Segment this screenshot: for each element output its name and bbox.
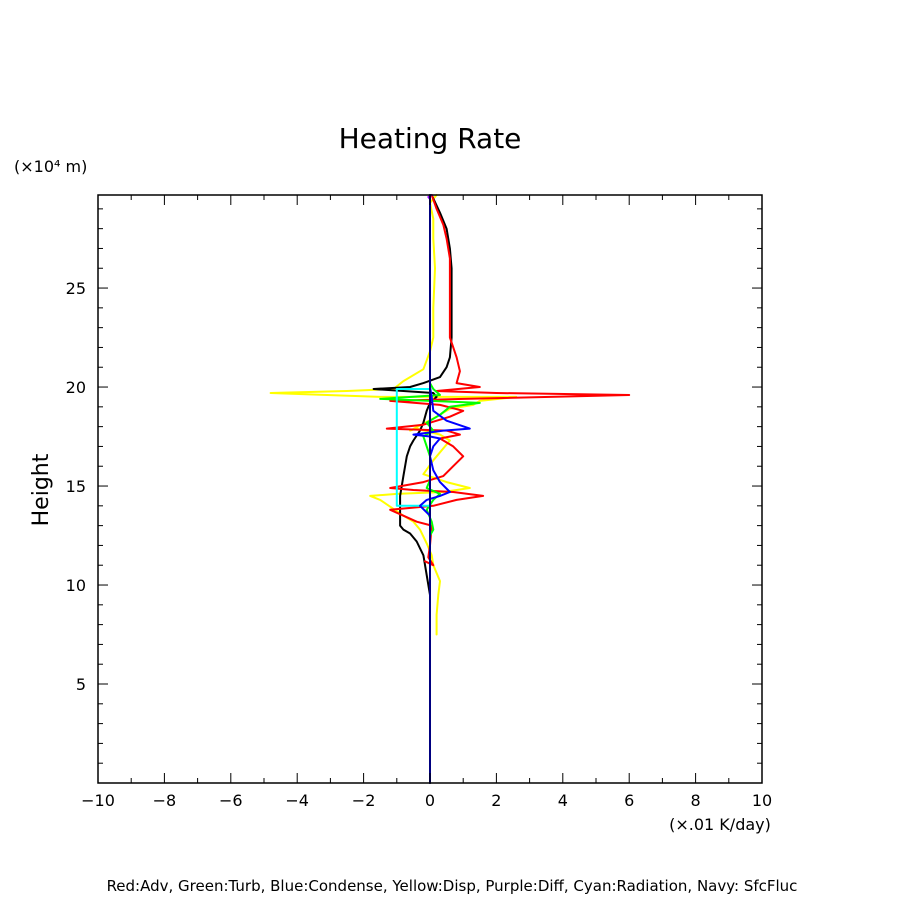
series-line-5 (412, 194, 471, 517)
ticks-layer: −10 −8 −6 −4 −2 0 2 4 6 8 10 5 10 15 20 25 (66, 195, 772, 810)
plot-frame (97, 194, 763, 784)
x-tick-label: −10 (81, 791, 115, 810)
y-tick-label: 15 (66, 477, 86, 496)
y-tick-label: 25 (66, 279, 86, 298)
series-line-0 (269, 194, 518, 636)
y-axis-unit-label: (×10⁴ m) (14, 157, 87, 176)
x-tick-label: −2 (352, 791, 376, 810)
y-tick-label: 10 (66, 576, 86, 595)
x-tick-label: 0 (425, 791, 435, 810)
y-tick-label: 20 (66, 378, 86, 397)
x-tick-label: 4 (558, 791, 568, 810)
x-tick-label: 8 (691, 791, 701, 810)
series-line-2 (385, 194, 631, 567)
x-tick-label: −8 (153, 791, 177, 810)
y-axis-label: Height (29, 453, 54, 526)
x-tick-label: 6 (624, 791, 634, 810)
series-line-1 (372, 194, 453, 784)
x-tick-label: −4 (285, 791, 309, 810)
chart-title: Heating Rate (339, 122, 522, 155)
series-layer (269, 194, 631, 784)
x-axis-unit-label: (×.01 K/day) (669, 815, 771, 834)
x-tick-label: 2 (491, 791, 501, 810)
x-tick-label: 10 (752, 791, 772, 810)
series-legend-note: Red:Adv, Green:Turb, Blue:Condense, Yell… (107, 877, 798, 895)
x-tick-label: −6 (219, 791, 243, 810)
y-tick-label: 5 (76, 675, 86, 694)
series-line-4 (395, 388, 431, 507)
